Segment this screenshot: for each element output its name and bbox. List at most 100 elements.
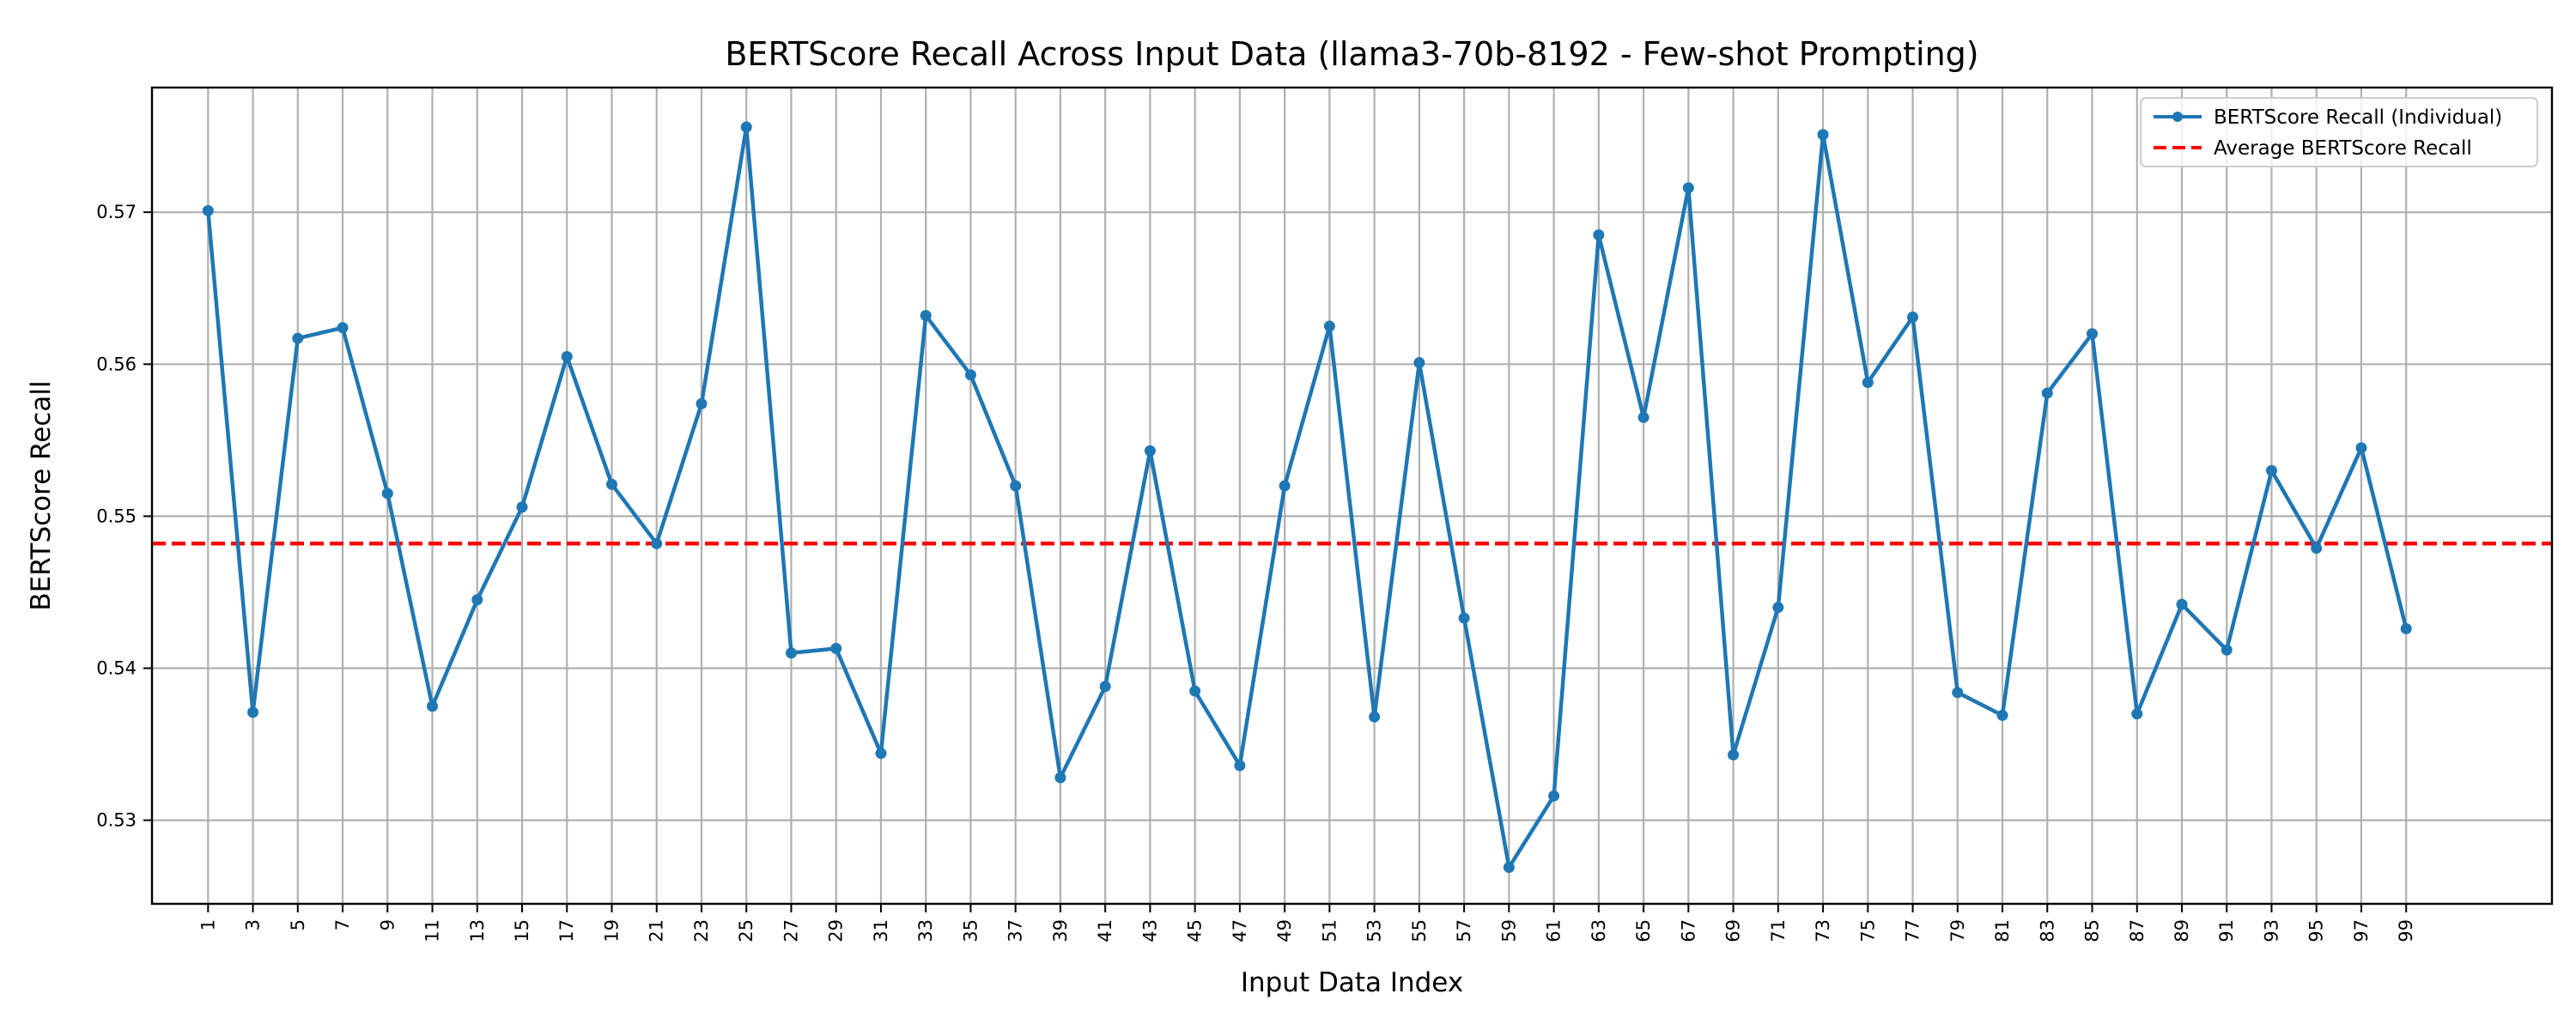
x-tick-label: 71 (1768, 919, 1789, 942)
legend: BERTScore Recall (Individual) Average BE… (2140, 97, 2538, 167)
data-point (427, 700, 439, 712)
data-point (1503, 861, 1515, 873)
data-point (1907, 311, 1919, 323)
data-point (1099, 681, 1111, 693)
data-point (1593, 229, 1605, 241)
x-tick-label: 93 (2261, 919, 2281, 942)
data-point (1996, 709, 2008, 721)
x-tick-label: 85 (2082, 919, 2103, 942)
grid (152, 88, 2552, 904)
plot-frame (150, 86, 2554, 906)
x-tick-label: 33 (915, 919, 936, 942)
x-tick-label: 49 (1274, 919, 1295, 942)
legend-label-individual: BERTScore Recall (Individual) (2214, 106, 2502, 129)
data-point (1728, 748, 1740, 760)
data-point (2221, 644, 2233, 656)
x-tick-label: 77 (1903, 919, 1923, 942)
x-tick-label: 67 (1678, 919, 1698, 942)
x-tick-label: 99 (2396, 919, 2416, 942)
x-tick-label: 97 (2351, 919, 2372, 942)
data-point (1637, 411, 1649, 423)
legend-box (2140, 97, 2538, 167)
x-tick-label: 79 (1947, 919, 1968, 942)
data-point (2131, 708, 2143, 720)
data-point (1279, 480, 1291, 492)
data-point (1144, 445, 1156, 457)
y-tick-label: 0.57 (96, 202, 137, 222)
y-tick-label: 0.56 (96, 354, 137, 374)
data-point (964, 369, 976, 381)
y-tick-label: 0.55 (96, 506, 137, 526)
x-tick-label: 69 (1723, 919, 1744, 942)
data-point (2176, 598, 2188, 610)
data-point (247, 706, 259, 718)
data-point (696, 397, 708, 409)
data-point (1952, 687, 1964, 699)
x-tick-label: 75 (1857, 919, 1878, 942)
data-point (2400, 622, 2412, 634)
x-tick-label: 63 (1589, 919, 1609, 942)
data-point (920, 310, 932, 322)
data-point (381, 488, 393, 500)
x-tick-label: 95 (2306, 919, 2327, 942)
data-point (1413, 357, 1425, 369)
data-point (1458, 612, 1470, 624)
x-tick-label: 1 (197, 919, 218, 930)
legend-marker-individual (2172, 112, 2183, 122)
x-tick-label: 35 (960, 919, 981, 942)
x-tick-label: 7 (332, 919, 353, 930)
data-point (1323, 320, 1335, 332)
data-point (785, 647, 797, 659)
x-tick-label: 57 (1454, 919, 1474, 942)
x-tick-label: 73 (1813, 919, 1833, 942)
x-tick-label: 59 (1498, 919, 1519, 942)
y-tick-label: 0.53 (96, 810, 137, 831)
data-point (875, 748, 887, 760)
data-point (1817, 129, 1829, 141)
x-tick-label: 61 (1544, 919, 1564, 942)
data-point (651, 537, 663, 549)
x-tick-label: 9 (377, 919, 398, 930)
data-point (337, 322, 349, 334)
x-tick-label: 19 (601, 919, 622, 942)
ticks: 1 3 5 7 9 11 13 15 17 19 21 23 25 27 29 31 33 35 37 39 41 43 4… (96, 202, 2416, 942)
data-point (2041, 387, 2053, 399)
data-point (516, 501, 528, 513)
x-tick-label: 27 (781, 919, 801, 942)
x-tick-label: 39 (1050, 919, 1071, 942)
data-point (1862, 377, 1874, 389)
x-tick-label: 91 (2216, 919, 2237, 942)
x-tick-label: 65 (1633, 919, 1654, 942)
data-point (1010, 480, 1022, 492)
data-point (1234, 760, 1246, 772)
x-tick-label: 43 (1139, 919, 1160, 942)
x-tick-label: 81 (1992, 919, 2013, 942)
x-tick-label: 5 (288, 919, 308, 930)
y-axis-label: BERTScore Recall (26, 380, 57, 610)
x-tick-label: 41 (1095, 919, 1115, 942)
data-point (202, 204, 214, 216)
data-point (2087, 328, 2099, 340)
data-point (1772, 602, 1784, 614)
data-point (1369, 711, 1381, 723)
x-tick-label: 37 (1005, 919, 1026, 942)
x-tick-label: 3 (243, 919, 264, 930)
data-point (2355, 442, 2367, 454)
legend-label-average: Average BERTScore Recall (2214, 137, 2472, 160)
x-axis-label: Input Data Index (1241, 967, 1463, 998)
x-tick-label: 25 (736, 919, 756, 942)
data-point (471, 594, 483, 606)
chart-title: BERTScore Recall Across Input Data (llam… (725, 35, 1978, 73)
x-tick-label: 11 (422, 919, 443, 942)
x-tick-label: 83 (2037, 919, 2057, 942)
x-tick-label: 13 (467, 919, 488, 942)
data-point (2311, 542, 2323, 554)
series-line (206, 124, 2409, 869)
x-tick-label: 51 (1319, 919, 1340, 942)
x-tick-label: 45 (1185, 919, 1206, 942)
data-point (1054, 772, 1066, 784)
x-tick-label: 55 (1409, 919, 1430, 942)
data-point (605, 478, 617, 490)
